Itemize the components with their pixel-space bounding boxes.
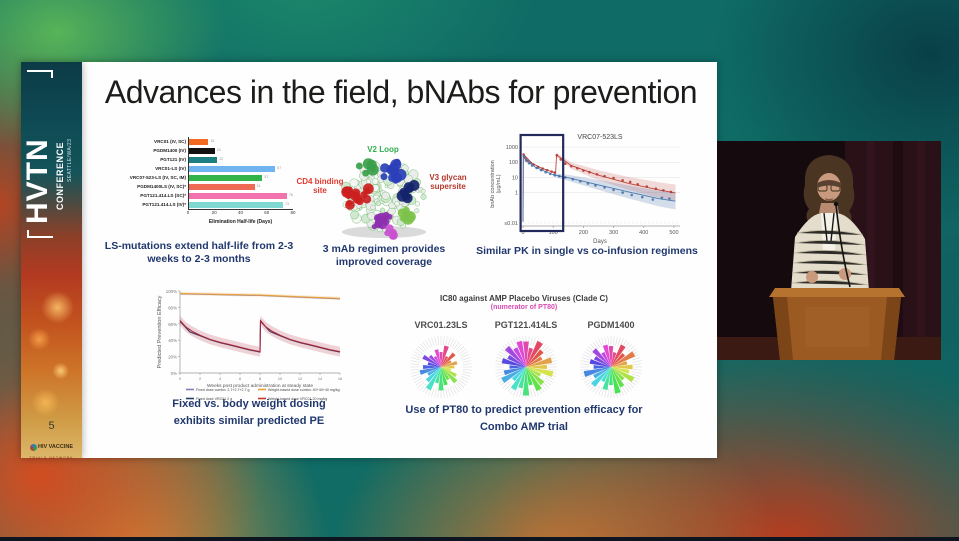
globe-icon	[29, 444, 37, 452]
svg-text:Weight-based dose VRC01 20 mg/: Weight-based dose VRC01 20 mg/kg	[268, 397, 327, 401]
svg-text:8: 8	[259, 377, 261, 381]
svg-text:500: 500	[669, 230, 678, 236]
rose-plot: PGT121.414LS	[487, 320, 565, 408]
svg-text:10: 10	[512, 175, 518, 181]
caption-pt80: Use of PT80 to predict prevention effica…	[405, 404, 643, 433]
svg-text:4: 4	[219, 377, 221, 381]
svg-text:12: 12	[298, 377, 302, 381]
bar-row: VRC07-523-LS (IV, SC, IM) 57	[96, 173, 304, 182]
pk-chart: VRC07-523LS 1000 100 10 1 ≤0.01 0 100 200 300 400 5…	[486, 130, 688, 248]
bar-row: VRC01-LS (IV) 67	[96, 164, 304, 173]
svg-text:1: 1	[515, 191, 518, 197]
caption-pk: Similar PK in single vs co-infusion regi…	[476, 245, 698, 257]
svg-text:16: 16	[338, 377, 342, 381]
slide-page-number: 5	[48, 420, 55, 432]
svg-text:1000: 1000	[506, 145, 518, 151]
svg-text:Weight-based dose combo: 40+40: Weight-based dose combo: 40+40+40 mg/kg	[268, 388, 340, 392]
rose-plot: PGDM1400	[572, 320, 650, 408]
letterbox-strip	[0, 537, 959, 541]
speaker-video	[717, 141, 941, 360]
svg-text:100%: 100%	[166, 289, 177, 294]
svg-text:200: 200	[579, 230, 588, 236]
svg-text:VRC07-523LS: VRC07-523LS	[577, 134, 622, 141]
bar-row: PGT121 (IV) 22	[96, 155, 304, 164]
v2-loop-label: V2 Loop	[367, 145, 399, 154]
svg-text:bnAb concentration(µg/mL): bnAb concentration(µg/mL)	[490, 160, 502, 207]
logo-bracket-top	[27, 70, 53, 78]
bar-x-axis-label: Elimination Half-life (Days)	[208, 219, 273, 225]
bar-row: PGDM1400 (IV) 20	[96, 146, 304, 155]
hvtn-city-text: SEATTLE/WA/23	[67, 138, 73, 182]
svg-text:400: 400	[639, 230, 648, 236]
caption-regimen: 3 mAb regimen provides improved coverage	[322, 243, 446, 269]
svg-text:300: 300	[609, 230, 618, 236]
pt80-section-title: IC80 against AMP Placebo Viruses (Clade …	[440, 294, 608, 303]
bar-row: PGDM1400LS (IV, SC)* 51	[96, 182, 304, 191]
svg-text:Days: Days	[593, 239, 607, 245]
pt80-section-subtitle: (numerator of PT80)	[490, 304, 558, 311]
bar-row: VRC01 (IV, SC) 15	[96, 137, 304, 146]
hvtn-sidebar: HVTN CONFERENCE SEATTLE/WA/23 5 HIV VACC…	[21, 62, 82, 460]
svg-text:0: 0	[179, 377, 181, 381]
hiv-vaccine-network-logo: HIV VACCINE TRIALS NETWORK	[29, 443, 74, 460]
svg-text:10: 10	[278, 377, 282, 381]
svg-text:14: 14	[318, 377, 322, 381]
svg-text:40%: 40%	[168, 338, 177, 343]
slide-title: Advances in the field, bNAbs for prevent…	[104, 74, 698, 110]
svg-text:0%: 0%	[171, 371, 177, 376]
protein-structure-image	[341, 158, 427, 240]
speaker-scene	[717, 141, 941, 360]
trimer-structure-figure: V2 Loop CD4 binding site V3 glycan super…	[296, 140, 474, 240]
svg-text:100: 100	[549, 230, 558, 236]
svg-text:≤0.01: ≤0.01	[504, 221, 518, 227]
v3-glycan-label: V3 glycan supersite	[429, 173, 467, 191]
svg-text:20%: 20%	[168, 355, 177, 360]
caption-half-life: LS-mutations extend half-life from 2-3 w…	[104, 240, 294, 266]
rose-plot: VRC01.23LS	[402, 320, 480, 408]
svg-text:80%: 80%	[168, 305, 177, 310]
caption-pe: Fixed vs. body weight dosing exhibits si…	[172, 398, 326, 427]
half-life-bar-chart: VRC01 (IV, SC) 15 PGDM1400 (IV) 20 PGT121 (I…	[96, 137, 304, 237]
logo-bracket-bottom	[27, 230, 53, 238]
svg-text:Weeks post product administrat: Weeks post product administration at ste…	[207, 383, 313, 389]
svg-text:Fixed dose VRC01 2 g: Fixed dose VRC01 2 g	[196, 397, 232, 401]
hvtn-logo-text: HVTN	[21, 138, 54, 224]
hvtn-conference-text: CONFERENCE	[55, 141, 65, 210]
svg-text:100: 100	[509, 160, 518, 166]
svg-text:60%: 60%	[168, 322, 177, 327]
svg-text:Predicted Prevention Efficacy: Predicted Prevention Efficacy	[157, 295, 163, 368]
cd4-binding-site-label: CD4 binding site	[296, 177, 344, 195]
svg-text:2: 2	[199, 377, 201, 381]
svg-text:Fixed dose combo: 2.7+2.7+2.7: Fixed dose combo: 2.7+2.7+2.7 g	[196, 388, 250, 392]
bar-rows: VRC01 (IV, SC) 15 PGDM1400 (IV) 20 PGT121 (I…	[96, 137, 304, 209]
bar-x-axis: 0 20 40 60 80	[187, 209, 295, 219]
svg-text:0: 0	[521, 230, 524, 236]
bar-row: PGT121.414.LS (IV)* 73	[96, 200, 304, 209]
bar-row: PGT121.414.LS (SC)* 76	[140, 191, 293, 200]
prevention-efficacy-chart: 100% 80% 60% 40% 20% 0% 0 2 4 6 8 10 12 14 16 Weeks pos…	[152, 285, 348, 419]
svg-text:6: 6	[239, 377, 241, 381]
